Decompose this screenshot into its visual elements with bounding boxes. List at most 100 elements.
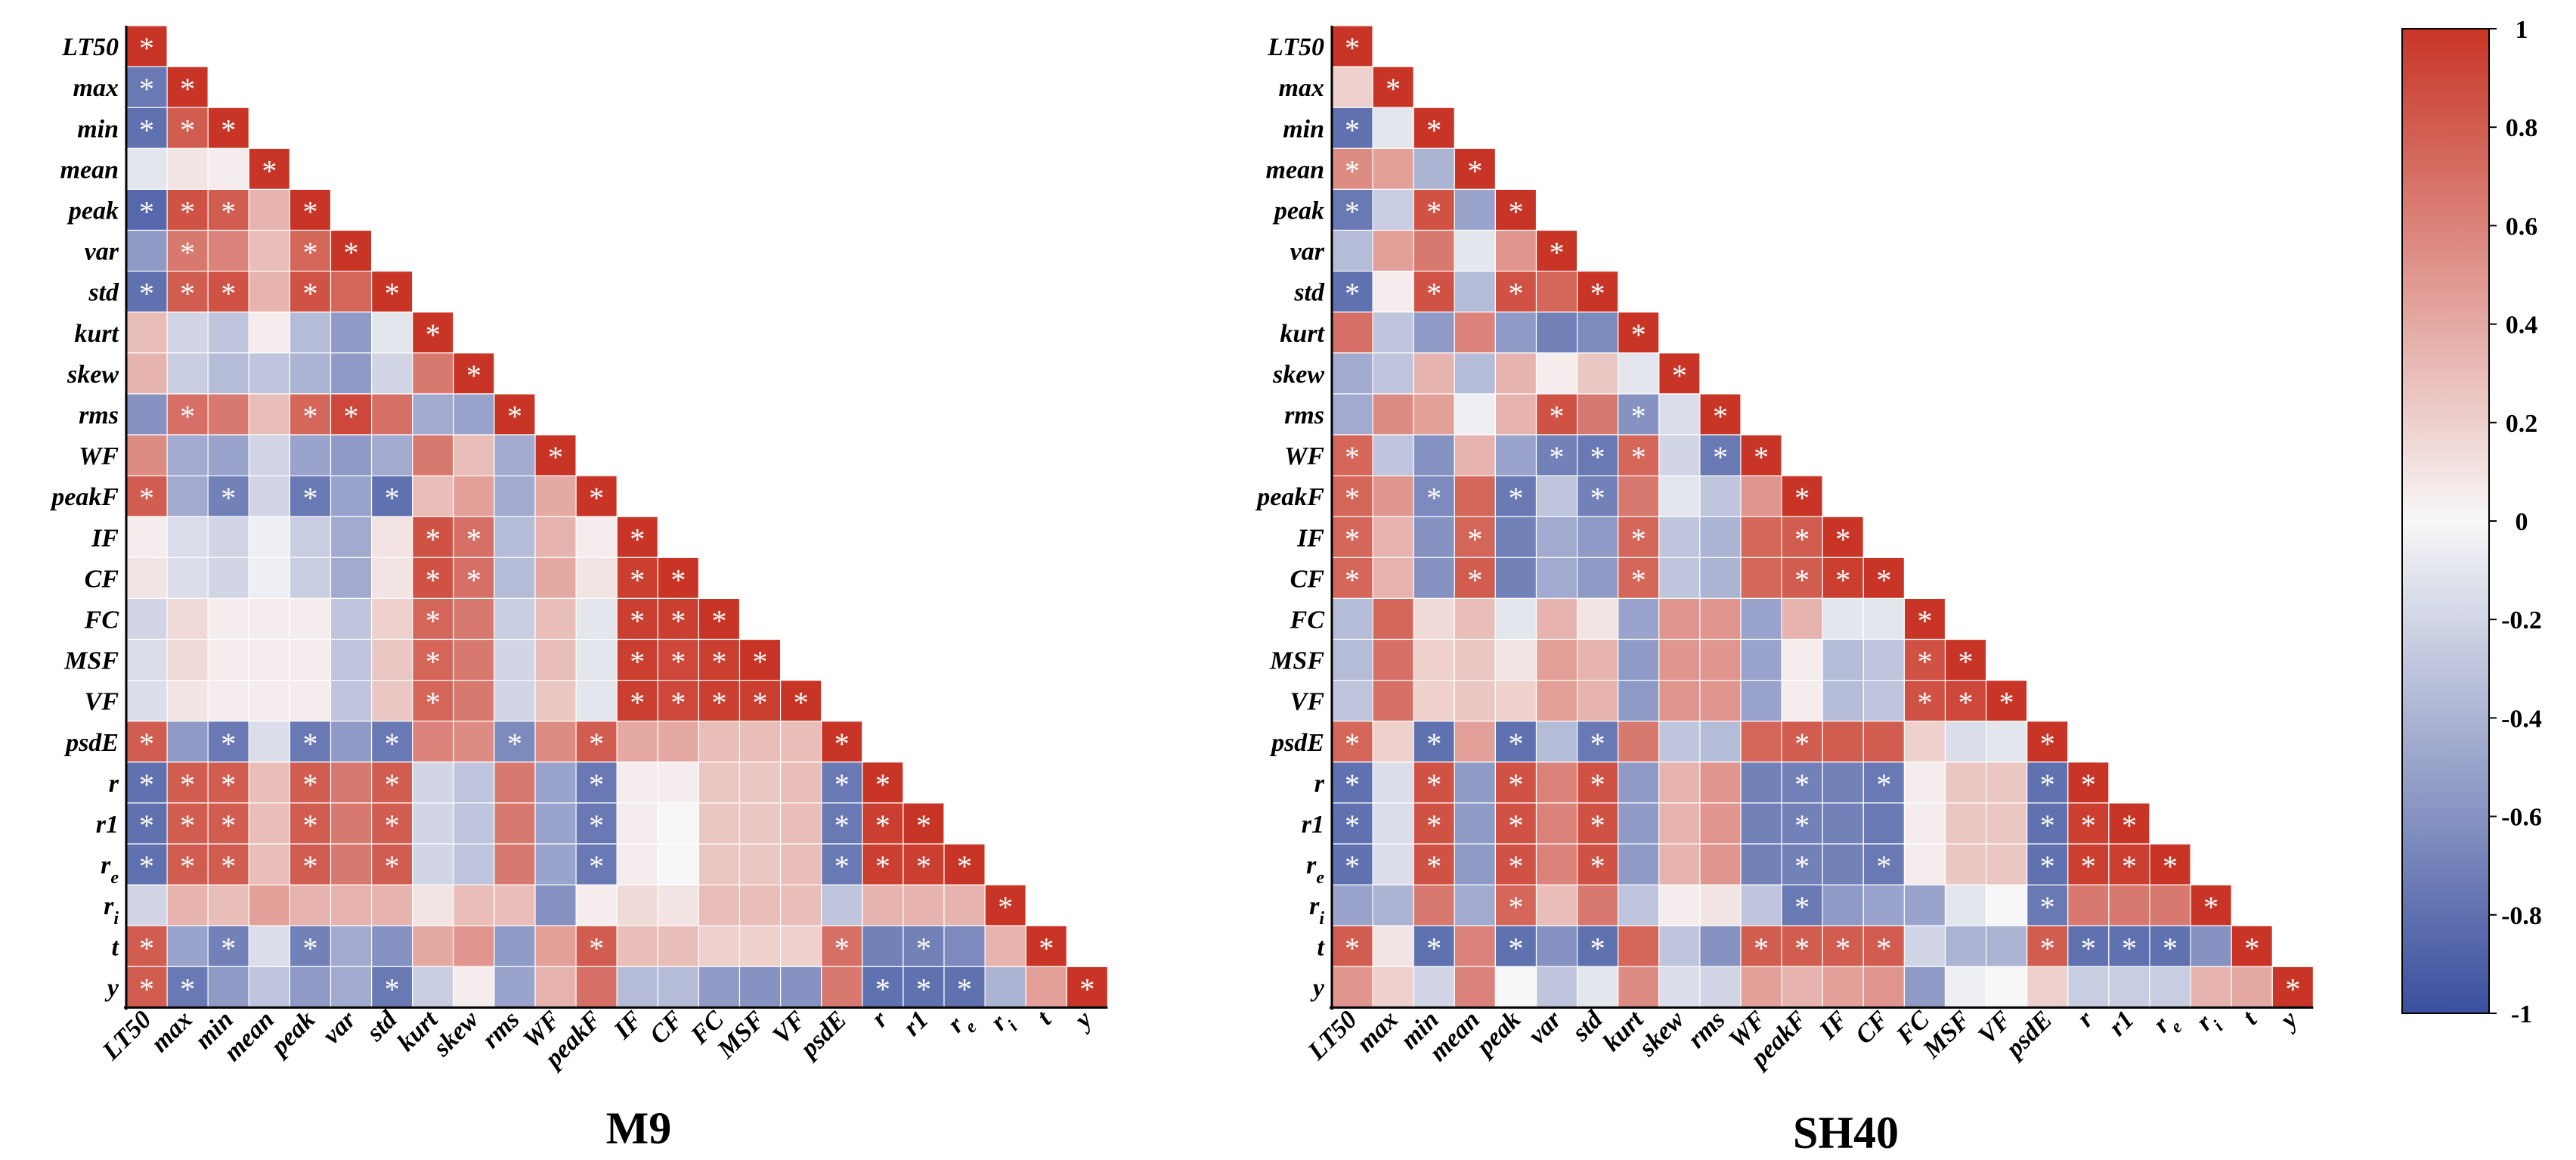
heatmap-cell bbox=[1331, 802, 1373, 845]
heatmap-cell bbox=[248, 188, 290, 231]
heatmap-cell bbox=[1740, 597, 1782, 640]
row-label: psdE bbox=[1269, 729, 1324, 757]
significance-marker: * bbox=[466, 522, 481, 556]
heatmap-cell bbox=[1944, 884, 1987, 926]
heatmap-cell bbox=[943, 884, 986, 926]
significance-marker: * bbox=[1508, 849, 1523, 883]
heatmap-cell bbox=[289, 393, 332, 436]
heatmap-cell bbox=[125, 147, 168, 191]
heatmap-cell bbox=[166, 557, 209, 599]
heatmap-cell bbox=[1699, 966, 1742, 1009]
row-label: var bbox=[1290, 238, 1325, 266]
significance-marker: * bbox=[670, 603, 686, 637]
row-label: kurt bbox=[1280, 320, 1325, 348]
significance-marker: * bbox=[1590, 849, 1605, 883]
column-label: var bbox=[1523, 1005, 1568, 1050]
column-label: psdE bbox=[794, 1006, 853, 1065]
significance-marker: * bbox=[302, 727, 317, 761]
heatmap-cell bbox=[1413, 352, 1455, 395]
significance-marker: * bbox=[1426, 808, 1441, 842]
row-label: skew bbox=[1272, 361, 1324, 389]
heatmap-cell bbox=[1740, 557, 1782, 599]
heatmap-cell bbox=[207, 516, 249, 558]
heatmap-cell bbox=[1781, 475, 1823, 517]
heatmap-cell bbox=[698, 843, 741, 886]
colorbar: 1 0.8 0.6 0.4 0.2 0 -0.2 -0.4 -0.6 -0.8 -1 bbox=[2401, 16, 2542, 1028]
row-label: mean bbox=[1266, 156, 1324, 184]
heatmap-cell bbox=[412, 843, 454, 886]
heatmap-cell bbox=[738, 721, 782, 763]
heatmap-cell bbox=[1986, 966, 2028, 1009]
heatmap-cell bbox=[166, 188, 209, 231]
heatmap-cell bbox=[166, 352, 209, 395]
heatmap-cell bbox=[330, 597, 373, 640]
significance-marker: * bbox=[385, 481, 400, 515]
heatmap-cell bbox=[1413, 434, 1455, 476]
heatmap-cell bbox=[1331, 638, 1373, 681]
significance-marker: * bbox=[1672, 358, 1687, 392]
heatmap-cell bbox=[207, 966, 249, 1009]
significance-marker: * bbox=[2081, 849, 2096, 883]
row-label: IF bbox=[91, 524, 119, 552]
heatmap-cell bbox=[453, 352, 495, 395]
significance-marker: * bbox=[1426, 277, 1441, 311]
significance-marker: * bbox=[1508, 194, 1523, 228]
heatmap-cell bbox=[1618, 597, 1660, 640]
row-label: max bbox=[1279, 74, 1324, 102]
significance-marker: * bbox=[2122, 849, 2137, 883]
heatmap-cell bbox=[1331, 271, 1373, 313]
heatmap-cell bbox=[1699, 434, 1742, 476]
heatmap-cell bbox=[1781, 966, 1823, 1009]
heatmap-cell bbox=[125, 638, 168, 681]
significance-marker: * bbox=[466, 563, 481, 597]
heatmap-cell bbox=[1025, 925, 1067, 967]
heatmap-cell bbox=[166, 147, 209, 191]
significance-marker: * bbox=[630, 563, 645, 597]
significance-marker: * bbox=[221, 849, 236, 883]
heatmap-cell bbox=[1781, 516, 1823, 558]
heatmap-cell bbox=[166, 434, 209, 476]
heatmap-cell bbox=[166, 597, 209, 640]
significance-marker: * bbox=[507, 727, 522, 761]
heatmap-cell bbox=[698, 638, 741, 681]
column-label: var bbox=[317, 1005, 362, 1050]
significance-marker: * bbox=[180, 399, 195, 433]
heatmap-cell bbox=[657, 638, 699, 681]
heatmap-cell bbox=[371, 597, 413, 640]
column-label: CF bbox=[645, 1006, 689, 1050]
heatmap-cell bbox=[125, 597, 168, 640]
heatmap-cell bbox=[2026, 966, 2069, 1009]
heatmap-cell bbox=[1331, 557, 1373, 599]
heatmap-cell bbox=[207, 434, 249, 476]
heatmap-cell bbox=[1372, 679, 1414, 722]
heatmap-cell bbox=[1618, 679, 1660, 722]
significance-marker: * bbox=[180, 113, 195, 147]
column-label: rms bbox=[477, 1006, 525, 1054]
heatmap-cell bbox=[494, 966, 536, 1009]
heatmap-cell bbox=[207, 802, 249, 845]
heatmap-cell bbox=[903, 884, 945, 926]
heatmap-cell bbox=[616, 638, 658, 681]
significance-marker: * bbox=[139, 481, 154, 515]
heatmap-cell bbox=[1699, 761, 1742, 804]
significance-marker: * bbox=[2040, 808, 2055, 842]
column-label: ri bbox=[986, 1006, 1022, 1042]
heatmap-cell bbox=[984, 966, 1026, 1009]
significance-marker: * bbox=[834, 727, 850, 761]
heatmap-cell bbox=[1903, 802, 1946, 845]
heatmap-cell bbox=[903, 925, 945, 967]
heatmap-cell bbox=[125, 229, 168, 272]
heatmap-cell bbox=[412, 475, 454, 517]
heatmap-cell bbox=[616, 679, 658, 722]
heatmap-cell bbox=[125, 884, 168, 926]
heatmap-cell bbox=[1944, 802, 1987, 845]
heatmap-cell bbox=[207, 393, 249, 436]
significance-marker: * bbox=[1590, 808, 1605, 842]
row-label: r bbox=[1314, 770, 1325, 798]
heatmap-cell bbox=[575, 802, 618, 845]
significance-marker: * bbox=[630, 686, 645, 720]
significance-marker: * bbox=[1508, 277, 1523, 311]
heatmap-cell bbox=[1535, 229, 1578, 272]
heatmap-cell bbox=[248, 352, 290, 395]
